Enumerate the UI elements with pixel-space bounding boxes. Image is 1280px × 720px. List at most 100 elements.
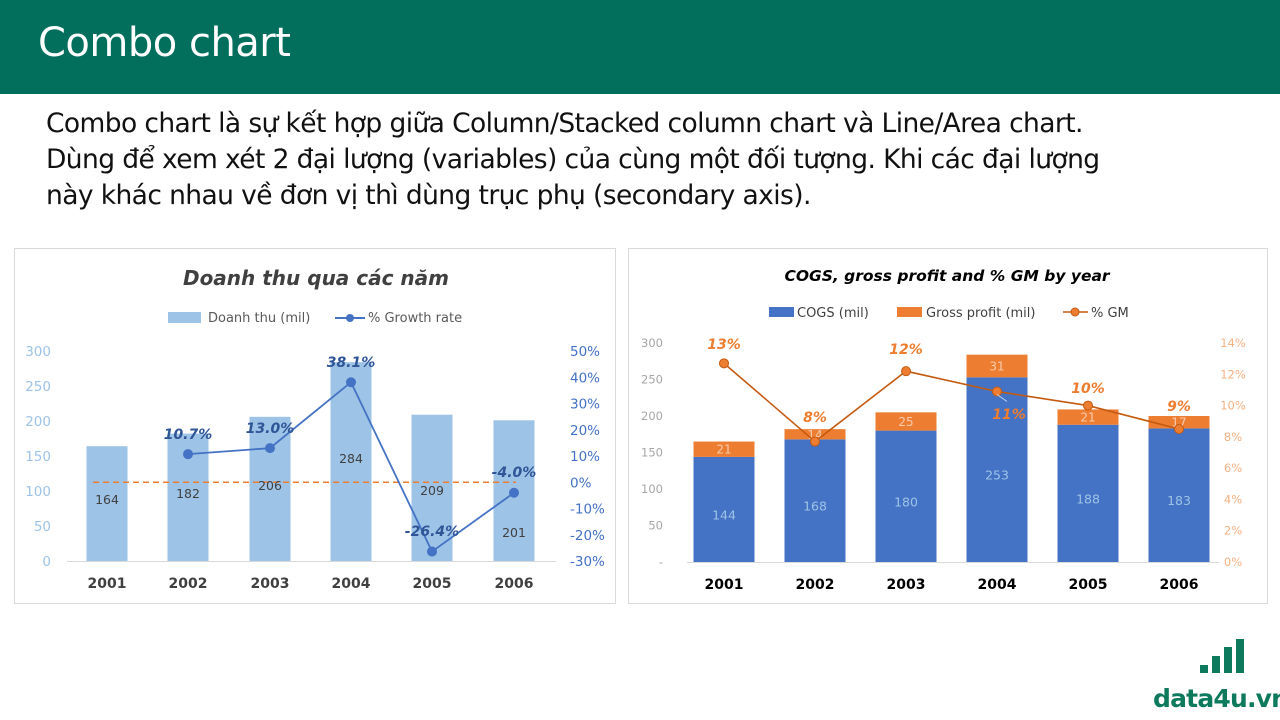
gm-label: 10%	[1071, 381, 1105, 397]
cogs-gm-chart: COGS, gross profit and % GM by year COGS …	[628, 248, 1268, 604]
y2-axis-tick-label: 8%	[1224, 430, 1242, 444]
legend-cogs-swatch-icon	[769, 307, 794, 317]
y-axis-tick-label: 150	[641, 446, 663, 460]
chart-title: COGS, gross profit and % GM by year	[784, 267, 1110, 285]
x-axis-tick-label: 2001	[705, 577, 744, 593]
revenue-bar-label: 164	[95, 492, 119, 507]
cogs-bar-label: 253	[985, 468, 1009, 483]
legend-label: % GM	[1091, 306, 1129, 321]
gross-profit-bar-label: 25	[898, 415, 913, 429]
x-axis-tick-label: 2002	[169, 576, 208, 592]
revenue-bar	[330, 362, 372, 561]
revenue-growth-chart: Doanh thu qua các năm Doanh thu (mil) % Gr…	[14, 248, 616, 604]
x-axis-tick-label: 2004	[332, 576, 371, 592]
cogs-gm-chart-plot: COGS, gross profit and % GM by year COGS …	[641, 267, 1246, 593]
y-axis-tick-label: 200	[641, 409, 663, 423]
y-axis-tick-label: 50	[648, 519, 663, 533]
growth-rate-label: -26.4%	[405, 524, 459, 540]
revenue-bar-label: 182	[176, 486, 200, 501]
description-line: Dùng để xem xét 2 đại lượng (variables) …	[46, 144, 1100, 175]
y-axis-tick-label: 300	[25, 344, 51, 360]
gm-marker	[992, 386, 1002, 397]
cogs-bar-label: 144	[712, 507, 736, 522]
growth-rate-marker	[427, 546, 437, 557]
revenue-bar	[86, 446, 128, 561]
revenue-bar-label: 206	[258, 478, 282, 493]
growth-rate-marker	[183, 449, 193, 460]
cogs-bar	[784, 439, 846, 562]
cogs-bar-label: 188	[1076, 491, 1100, 506]
cogs-bar-label: 180	[894, 494, 918, 509]
y2-axis-tick-label: 10%	[1220, 399, 1246, 413]
gross-profit-bar-label: 21	[1080, 411, 1095, 425]
gm-label: 8%	[803, 410, 827, 426]
x-axis-tick-label: 2004	[978, 577, 1017, 593]
gm-label: 9%	[1167, 399, 1191, 415]
legend-label: % Growth rate	[368, 311, 462, 326]
revenue-bar	[411, 414, 453, 561]
y2-axis-tick-label: -10%	[570, 502, 605, 518]
y-axis-tick-label: 50	[34, 519, 51, 535]
revenue-bar	[249, 416, 291, 561]
gm-marker	[719, 358, 729, 369]
description-line: Combo chart là sự kết hợp giữa Column/St…	[46, 108, 1083, 139]
cogs-bar	[966, 377, 1028, 562]
y-axis-tick-label: 200	[25, 414, 51, 430]
cogs-bar	[693, 456, 755, 562]
x-axis-tick-label: 2003	[251, 576, 290, 592]
y2-axis-tick-label: 4%	[1224, 492, 1242, 506]
y2-axis-tick-label: 6%	[1224, 461, 1242, 475]
gm-line	[723, 362, 1180, 443]
y2-axis-tick-label: 20%	[570, 423, 600, 439]
slide-description: Combo chart là sự kết hợp giữa Column/St…	[46, 106, 1246, 214]
gm-marker	[1083, 400, 1093, 411]
revenue-bar-label: 201	[502, 525, 526, 540]
y2-axis-tick-label: 14%	[1220, 336, 1246, 350]
slide-header: Combo chart	[0, 0, 1280, 94]
y-axis-tick-label: 0	[42, 554, 51, 570]
gross-profit-bar-label: 21	[716, 443, 731, 457]
growth-rate-label: 13.0%	[246, 421, 295, 437]
y2-axis-tick-label: 2%	[1224, 524, 1242, 538]
y2-axis-tick-label: 30%	[570, 397, 600, 413]
legend-label: COGS (mil)	[797, 306, 869, 321]
growth-rate-marker	[346, 377, 356, 388]
legend-label: Gross profit (mil)	[926, 306, 1035, 321]
y-axis-tick-label: 250	[641, 373, 663, 387]
gm-label: 13%	[707, 337, 741, 353]
logo-text: data4u.vn	[1153, 684, 1280, 713]
gross-profit-bar	[693, 441, 755, 457]
y-axis-tick-label: 100	[641, 482, 663, 496]
growth-rate-label: -4.0%	[492, 465, 537, 481]
gm-label: 11%	[992, 407, 1026, 423]
gm-marker	[901, 366, 911, 377]
cogs-bar-label: 168	[803, 499, 827, 514]
y-axis-tick-label: 300	[641, 336, 663, 350]
data4u-logo-icon	[1200, 639, 1244, 673]
revenue-bar-label: 284	[339, 451, 363, 466]
description-line: này khác nhau về đơn vị thì dùng trục ph…	[46, 180, 811, 211]
legend-bar-swatch-icon	[168, 312, 201, 323]
legend-marker-icon	[346, 314, 354, 322]
cogs-bar	[1148, 428, 1210, 562]
growth-rate-marker	[509, 487, 519, 498]
y2-axis-tick-label: 0%	[1224, 555, 1242, 569]
x-axis-tick-label: 2003	[887, 577, 926, 593]
y2-axis-tick-label: -30%	[570, 554, 605, 570]
gross-profit-bar	[966, 354, 1028, 378]
y-axis-tick-label: -	[659, 555, 663, 569]
x-axis-tick-label: 2001	[88, 576, 127, 592]
gross-profit-bar-label: 31	[989, 359, 1004, 373]
slide-title: Combo chart	[38, 20, 291, 66]
gm-label: 12%	[889, 342, 923, 358]
cogs-bar	[1057, 424, 1119, 562]
revenue-bar-label: 209	[420, 483, 444, 498]
gross-profit-bar	[875, 412, 937, 431]
y2-axis-tick-label: 10%	[570, 449, 600, 465]
x-axis-tick-label: 2006	[1160, 577, 1199, 593]
legend-marker-icon	[1070, 307, 1080, 317]
growth-rate-label: 38.1%	[327, 355, 376, 371]
y2-axis-tick-label: 12%	[1220, 367, 1246, 381]
gross-profit-bar	[1057, 409, 1119, 425]
revenue-growth-chart-plot: Doanh thu qua các năm Doanh thu (mil) % Gr…	[25, 266, 605, 592]
